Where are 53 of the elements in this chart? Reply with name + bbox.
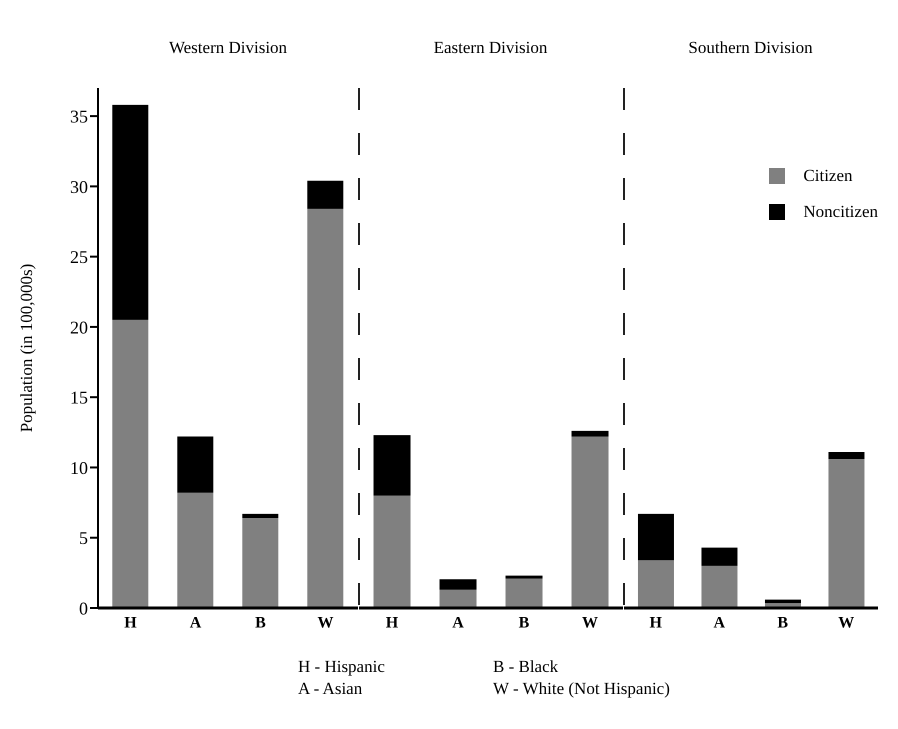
x-tick-label: B	[255, 614, 266, 632]
y-tick-label: 5	[79, 528, 88, 548]
bar	[638, 514, 674, 560]
bar	[572, 430, 609, 437]
x-tick-label: H	[124, 614, 138, 632]
bar	[828, 459, 864, 608]
text: A - Asian	[298, 678, 364, 700]
x-tick-label: H	[650, 614, 663, 632]
bar	[638, 560, 674, 608]
bar	[506, 578, 543, 608]
bar	[242, 518, 278, 608]
y-tick-label: 25	[70, 247, 88, 268]
bar	[307, 208, 344, 608]
bar	[112, 320, 148, 608]
x-tick-label: W	[582, 614, 598, 632]
chart-title: Southern Division	[687, 38, 814, 58]
bar	[177, 492, 214, 608]
text: B - Black	[493, 656, 560, 678]
y-tick-label: 15	[70, 388, 88, 408]
y-tick-label: 10	[70, 458, 88, 478]
bar	[572, 436, 609, 608]
x-tick-label: H	[386, 614, 399, 632]
x-tick-label: A	[713, 614, 726, 632]
x-tick-label: A	[190, 614, 202, 632]
bar	[506, 576, 543, 578]
chart-title: Western Division	[168, 38, 288, 58]
bar	[701, 566, 738, 608]
bar	[307, 180, 344, 209]
x-tick-label: W	[318, 614, 334, 632]
y-tick-label: 0	[79, 598, 88, 618]
y-tick-label: 20	[70, 317, 88, 338]
x-tick-label: B	[518, 614, 530, 632]
bar	[828, 452, 864, 460]
bar	[764, 600, 801, 604]
bar	[177, 436, 214, 493]
chart-title: Eastern Division	[432, 38, 548, 58]
bar	[701, 548, 738, 566]
y-tick-label: 30	[70, 176, 88, 197]
y-axis-title: Population (in 100,000s)	[17, 264, 36, 432]
x-tick-label: A	[452, 614, 464, 632]
bar	[374, 496, 411, 608]
bar	[242, 514, 278, 518]
legend-label: Noncitizen	[803, 202, 878, 222]
bar	[440, 579, 477, 590]
text: W - White (Not Hispanic)	[493, 678, 671, 700]
y-tick-label: 35	[70, 106, 88, 126]
text: H - Hispanic	[298, 656, 386, 678]
x-tick-label: B	[777, 614, 788, 632]
bar	[374, 435, 411, 496]
bar	[112, 104, 148, 320]
bar	[440, 590, 477, 608]
legend-label: Citizen	[803, 166, 853, 186]
x-tick-label: W	[838, 614, 854, 632]
